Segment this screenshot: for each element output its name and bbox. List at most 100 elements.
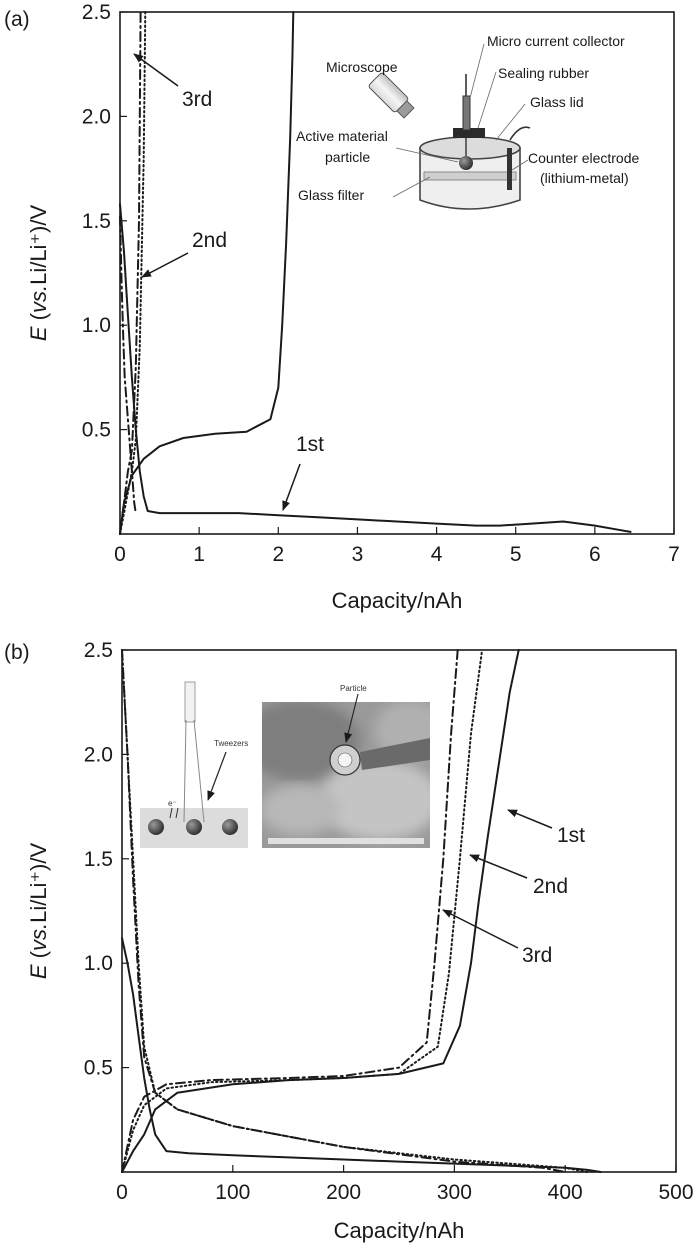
- x-tick-label: 0: [116, 1181, 128, 1204]
- label-glass-filter: Glass filter: [298, 187, 364, 203]
- x-tick-label: 500: [658, 1181, 693, 1204]
- y-tick-label: 2.0: [82, 105, 111, 128]
- particle-pointer: [344, 693, 359, 743]
- label-sealing-rubber: Sealing rubber: [498, 65, 589, 81]
- leader-sealing: [477, 71, 497, 129]
- series-b: [121, 649, 602, 1173]
- label-counter-electrode-2: (lithium-metal): [540, 170, 629, 186]
- series-1st-b-1: [121, 649, 520, 1173]
- series-1st-a-1: [119, 11, 295, 535]
- x-tick-label: 4: [431, 543, 443, 566]
- leader-active: [395, 147, 459, 163]
- ticks-b: 0 100 200 300 400 500 0.5 1.0 1.5 2.0 2.5: [84, 639, 694, 1204]
- x-tick-label: 400: [548, 1181, 583, 1204]
- label-micro-current-collector: Micro current collector: [487, 33, 625, 49]
- tweezers-pointer: [207, 751, 227, 801]
- leader-counter: [511, 159, 529, 171]
- label-active-material-1: Active material: [296, 128, 388, 144]
- x-axis-label-a: Capacity/nAh: [332, 588, 463, 613]
- annotation-3rd-b: 3rd: [522, 944, 552, 967]
- y-tick-label: 2.5: [82, 1, 111, 24]
- y-tick-label: 1.0: [82, 314, 111, 337]
- inset-tweezers-diagram: Tweezers e⁻: [140, 681, 248, 850]
- particle-ball-1: [148, 819, 164, 835]
- ticks-a: 0 1 2 3 4 5 6 7 0.5 1.0 1.5 2.0 2.5: [82, 1, 680, 566]
- series-a: [119, 11, 632, 535]
- series-2nd-a-2: [119, 215, 137, 515]
- electron-arrow-icon: [169, 807, 179, 819]
- inset-cell-schematic: Micro current collector Microscope Seali…: [296, 33, 640, 210]
- annotation-arrow-3rd-a: [133, 53, 179, 87]
- x-tick-label: 7: [668, 543, 680, 566]
- plot-frame-a: [119, 11, 675, 535]
- x-tick-label: 6: [589, 543, 601, 566]
- x-tick-label: 200: [326, 1181, 361, 1204]
- micrograph-shade-2: [320, 760, 430, 840]
- label-active-material-2: particle: [325, 149, 370, 165]
- annotation-1st-a: 1st: [296, 433, 324, 456]
- y-tick-label: 2.0: [84, 743, 113, 766]
- glass-filter: [423, 171, 517, 181]
- panel-a: (a) 0 1 2 3 4 5 6 7 0.5 1.0 1.5 2.0 2.5 3rd 2nd 1st Ca…: [4, 1, 680, 613]
- particle-ball-2: [186, 819, 202, 835]
- leader-collector: [469, 43, 485, 99]
- x-tick-label: 3: [352, 543, 364, 566]
- x-tick-label: 100: [215, 1181, 250, 1204]
- annotations-a: 3rd 2nd 1st: [133, 53, 324, 511]
- y-axis-label-a: E (vs.Li/Li⁺)/V: [26, 205, 51, 342]
- annotation-arrow-2nd-b: [469, 854, 528, 879]
- y-axis-label-b: E (vs.Li/Li⁺)/V: [26, 843, 51, 980]
- x-axis-label-b: Capacity/nAh: [334, 1218, 465, 1243]
- micrograph-shade-3: [262, 785, 340, 835]
- tweezers-arm-left: [183, 719, 187, 823]
- active-particle: [459, 156, 473, 170]
- panel-b-label: (b): [4, 641, 30, 664]
- counter-electrode: [507, 148, 512, 190]
- microscope-icon: [368, 72, 415, 119]
- glass-lid: [419, 136, 521, 160]
- micrograph-scalebar: [268, 838, 424, 844]
- series-1st-b-0: [121, 937, 602, 1173]
- label-microscope: Microscope: [326, 59, 398, 75]
- particle-ball-3: [222, 819, 238, 835]
- series-2nd-b-3: [121, 649, 484, 1173]
- annotation-2nd-a: 2nd: [192, 229, 227, 252]
- panel-b: (b) 0 100 200 300 400 500 0.5 1.0 1.5 2.0 2.5 1st 2…: [4, 639, 694, 1243]
- annotations-b: 1st 2nd 3rd: [442, 809, 585, 967]
- x-tick-label: 300: [437, 1181, 472, 1204]
- y-tick-label: 2.5: [84, 639, 113, 662]
- micrograph-particle-core: [337, 752, 353, 768]
- y-tick-label: 1.5: [82, 210, 111, 233]
- plot-frame-b: [121, 649, 677, 1173]
- label-glass-lid: Glass lid: [530, 94, 584, 110]
- series-3rd-b-4: [121, 649, 567, 1173]
- x-tick-label: 0: [114, 543, 126, 566]
- tweezers-arm-right: [193, 719, 205, 823]
- tweezers-handle: [184, 681, 196, 723]
- x-tick-label: 2: [272, 543, 284, 566]
- annotation-2nd-b: 2nd: [533, 875, 568, 898]
- label-electron: e⁻: [168, 799, 177, 808]
- label-tweezers: Tweezers: [214, 739, 248, 748]
- annotation-arrow-1st-a: [282, 463, 301, 511]
- annotation-1st-b: 1st: [557, 824, 585, 847]
- annotation-arrow-2nd-a: [141, 252, 189, 278]
- series-3rd-a-4: [119, 11, 147, 535]
- annotation-arrow-3rd-b: [442, 909, 519, 949]
- y-tick-label: 1.5: [84, 848, 113, 871]
- sealing-rubber: [453, 128, 485, 138]
- counter-electrode-wire: [509, 126, 531, 141]
- series-2nd-a-3: [119, 11, 142, 535]
- y-tick-label: 0.5: [82, 419, 111, 442]
- micrograph-probe: [360, 738, 430, 770]
- y-tick-label: 0.5: [84, 1057, 113, 1080]
- label-counter-electrode-1: Counter electrode: [528, 150, 640, 166]
- inset-micrograph: Particle: [262, 684, 430, 848]
- annotation-arrow-1st-b: [507, 809, 553, 829]
- series-1st-a-0: [119, 203, 632, 533]
- x-tick-label: 1: [193, 543, 205, 566]
- series-3rd-b-5: [121, 649, 459, 1173]
- y-tick-label: 1.0: [84, 952, 113, 975]
- leader-glass-lid: [495, 103, 526, 141]
